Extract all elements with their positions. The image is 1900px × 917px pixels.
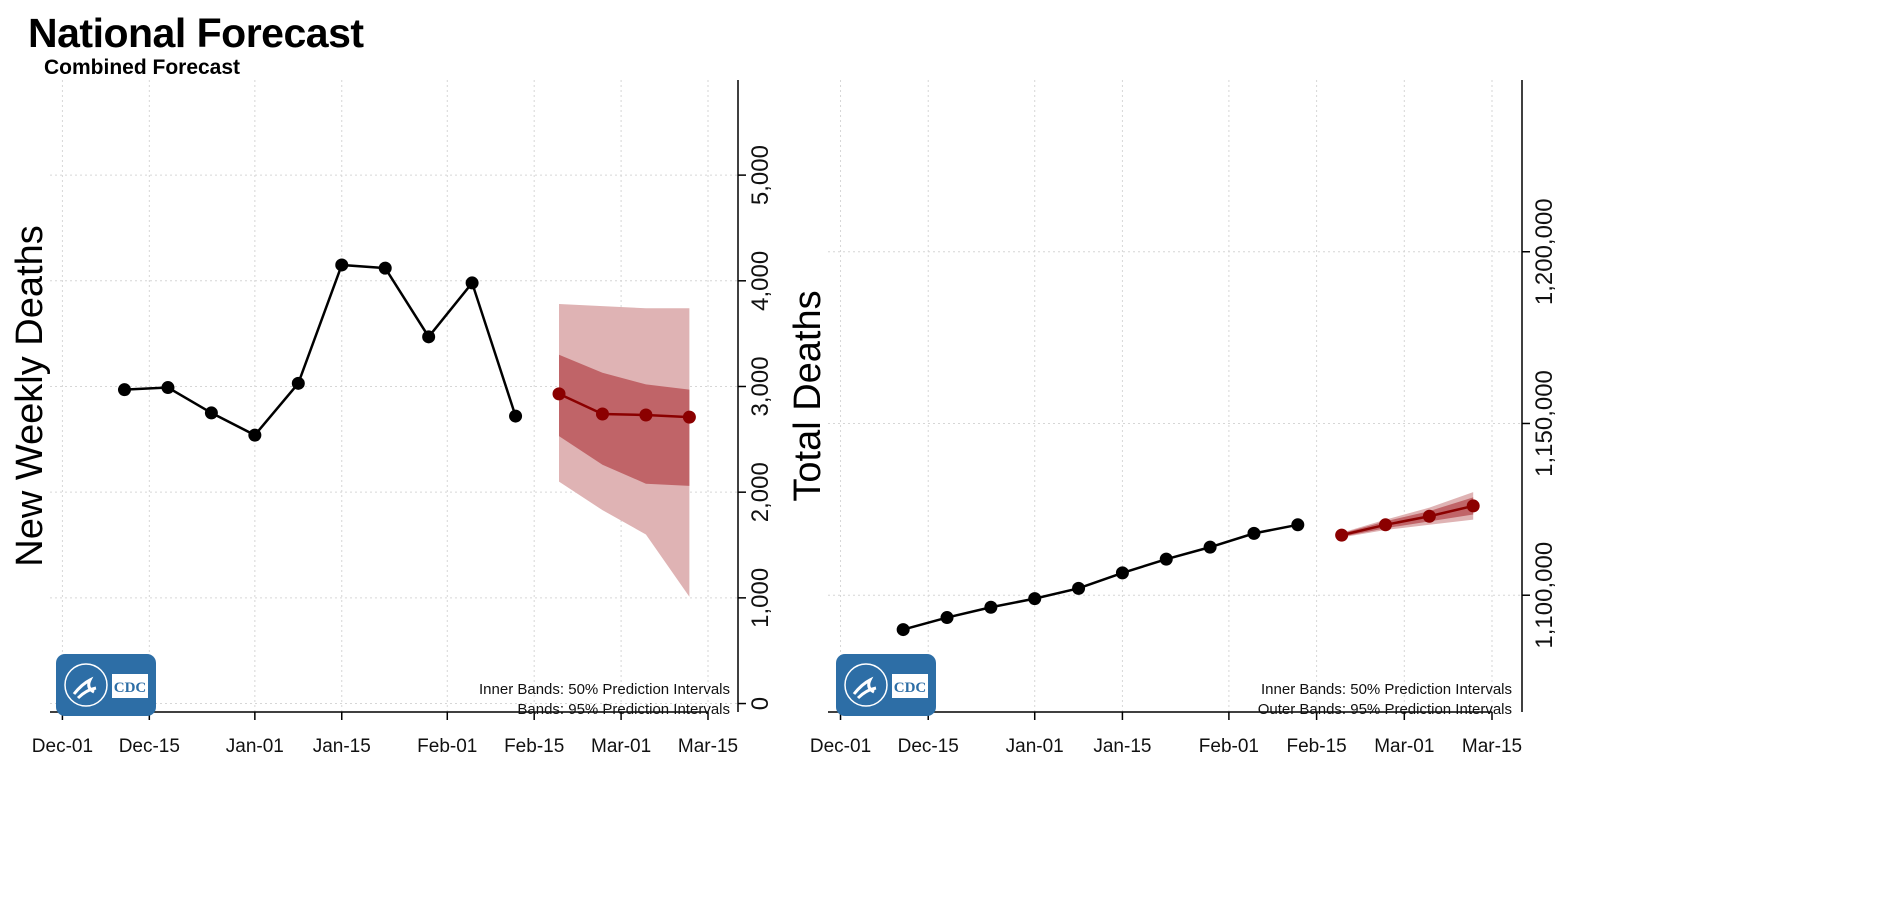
x-tick-label: Feb-01 xyxy=(1199,736,1259,757)
cdc-logo: CDC xyxy=(836,654,936,716)
observed-point xyxy=(896,623,910,637)
y-axis-title: New Weekly Deaths xyxy=(9,225,51,566)
observed-point xyxy=(378,261,392,275)
eagle-icon xyxy=(852,676,877,700)
forecast-point xyxy=(1422,509,1436,523)
observed-line xyxy=(124,263,517,437)
x-tick-label: Feb-01 xyxy=(417,736,477,757)
forecast-point xyxy=(639,408,653,422)
x-tick-label: Feb-15 xyxy=(1287,736,1347,757)
y-axis-title: Total Deaths xyxy=(787,290,829,501)
cdc-logo-text: CDC xyxy=(114,680,147,696)
y-tick-label: 2,000 xyxy=(747,462,774,522)
x-tick-label: Mar-01 xyxy=(591,736,651,757)
observed-point xyxy=(1072,581,1086,595)
y-tick-label: 1,200,000 xyxy=(1531,198,1558,305)
x-tick-label: Mar-15 xyxy=(678,736,738,757)
observed-point xyxy=(422,330,436,344)
forecast-line xyxy=(558,392,690,419)
observed-point xyxy=(1159,552,1173,566)
x-tick-label: Dec-01 xyxy=(810,736,871,757)
forecast-point xyxy=(1335,528,1349,542)
observed-point xyxy=(940,611,954,625)
legend-note: Inner Bands: 50% Prediction Intervals xyxy=(1261,681,1512,698)
x-tick-label: Jan-01 xyxy=(1006,736,1064,757)
cdc-logo-text: CDC xyxy=(894,680,927,696)
observed-point xyxy=(335,258,349,272)
x-tick-label: Jan-15 xyxy=(1093,736,1151,757)
observed-point xyxy=(509,409,523,423)
hhs-seal-icon xyxy=(844,663,888,707)
forecast-point xyxy=(1466,499,1480,513)
forecast-point xyxy=(1379,518,1393,532)
y-tick-label: 5,000 xyxy=(747,145,774,205)
observed-point xyxy=(1115,566,1129,580)
observed-point xyxy=(117,383,131,397)
forecast-point xyxy=(595,407,609,421)
x-tick-label: Dec-01 xyxy=(32,736,93,757)
observed-point xyxy=(291,376,305,390)
x-tick-label: Dec-15 xyxy=(119,736,180,757)
y-tick-label: 4,000 xyxy=(747,251,774,311)
observed-point xyxy=(248,428,262,442)
logo-background xyxy=(836,654,936,716)
x-tick-label: Jan-15 xyxy=(313,736,371,757)
chart-panel-1: Dec-01 Dec-15 Jan-01 Jan-15 Feb-01 Feb-15 Mar-… xyxy=(9,80,774,757)
observed-point xyxy=(1028,592,1042,606)
y-tick-label: 1,150,000 xyxy=(1531,370,1558,477)
forecast-point xyxy=(552,387,566,401)
x-tick-label: Dec-15 xyxy=(898,736,959,757)
x-tick-label: Mar-15 xyxy=(1462,736,1522,757)
observed-point xyxy=(204,406,218,420)
forecast-line xyxy=(1341,504,1474,537)
chart-panel-2: Dec-01 Dec-15 Jan-01 Jan-15 Feb-01 Feb-15 Mar-… xyxy=(787,80,1558,757)
y-tick-label: 1,100,000 xyxy=(1531,542,1558,649)
inner-prediction-band xyxy=(559,354,690,486)
eagle-icon xyxy=(72,676,97,700)
y-tick-label: 0 xyxy=(747,697,774,710)
observed-point xyxy=(161,381,175,395)
observed-point xyxy=(1203,540,1217,554)
x-tick-label: Jan-01 xyxy=(226,736,284,757)
observed-point xyxy=(1247,526,1261,540)
cdc-badge xyxy=(892,674,928,698)
y-tick-label: 1,000 xyxy=(747,568,774,628)
y-tick-label: 3,000 xyxy=(747,356,774,416)
observed-point xyxy=(465,276,479,290)
cdc-badge xyxy=(112,674,148,698)
observed-point xyxy=(1291,518,1305,532)
hhs-seal-icon xyxy=(64,663,108,707)
legend-note: Inner Bands: 50% Prediction Intervals xyxy=(479,681,730,698)
x-tick-label: Mar-01 xyxy=(1374,736,1434,757)
logo-background xyxy=(56,654,156,716)
observed-line xyxy=(902,523,1299,631)
legend-note: Bands: 95% Prediction Intervals xyxy=(517,701,730,718)
legend-note: Outer Bands: 95% Prediction Intervals xyxy=(1258,701,1512,718)
page-subtitle: Combined Forecast xyxy=(44,56,241,79)
x-tick-label: Feb-15 xyxy=(504,736,564,757)
observed-point xyxy=(984,600,998,614)
cdc-logo: CDC xyxy=(56,654,156,716)
page-title: National Forecast xyxy=(28,10,364,56)
forecast-point xyxy=(682,410,696,424)
